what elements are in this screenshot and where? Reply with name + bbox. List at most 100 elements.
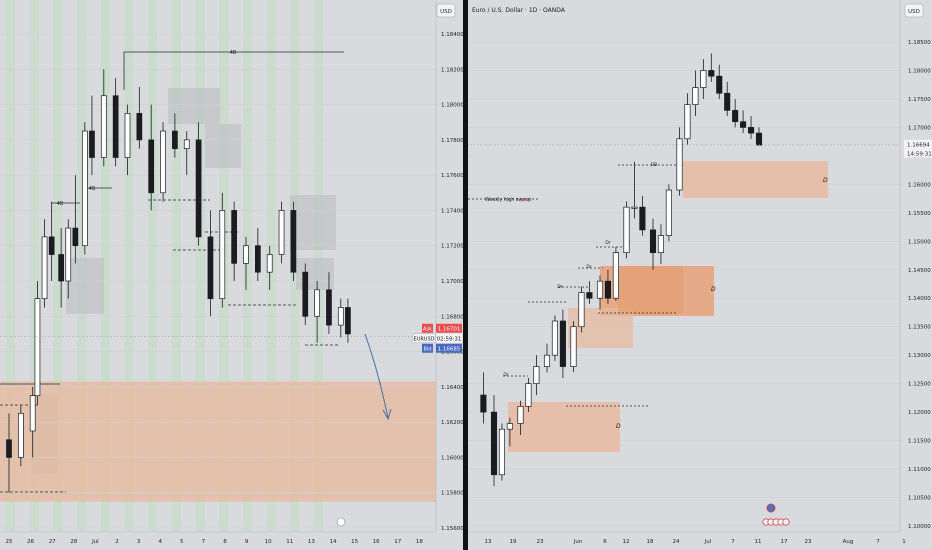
candle-body[interactable]	[639, 206, 646, 231]
candle-body[interactable]	[543, 354, 551, 367]
candle-body[interactable]	[337, 307, 344, 326]
candle-body[interactable]	[498, 428, 506, 476]
candle-body[interactable]	[183, 139, 190, 150]
candle-body[interactable]	[604, 280, 612, 299]
candle-body[interactable]	[207, 236, 214, 299]
candle-body[interactable]	[480, 394, 487, 413]
candle-body[interactable]	[278, 210, 285, 255]
gray-zone-box	[290, 195, 336, 250]
level-mark-label: Dr	[503, 372, 508, 378]
candle-body[interactable]	[58, 254, 64, 282]
candle-body[interactable]	[6, 439, 12, 458]
candle-body[interactable]	[41, 236, 48, 299]
x-tick-label: 6	[603, 539, 607, 545]
candle-body[interactable]	[302, 271, 309, 317]
y-tick-label: 1.17200	[441, 244, 464, 250]
candle-body[interactable]	[81, 130, 88, 247]
gray-zone-box	[66, 258, 104, 314]
price-axis[interactable]	[436, 0, 464, 550]
candle-body[interactable]	[290, 210, 297, 273]
candle-body[interactable]	[112, 95, 119, 158]
countdown-tag	[436, 333, 462, 343]
price-tag	[904, 139, 932, 149]
candle-body[interactable]	[716, 75, 723, 94]
candle-body[interactable]	[578, 292, 585, 328]
candle-body[interactable]	[631, 206, 638, 209]
left-chart[interactable]: 4B 4B 4B USD 1.18400 1.18200 1.18000 1.17800 1.1…	[0, 0, 464, 550]
candle-body[interactable]	[100, 95, 107, 158]
candle-body[interactable]	[18, 412, 24, 458]
candle-body[interactable]	[136, 113, 143, 141]
price-axis[interactable]	[900, 0, 932, 550]
candle-body[interactable]	[517, 406, 524, 424]
candle-body[interactable]	[326, 289, 332, 326]
time-axis[interactable]	[0, 532, 464, 550]
candle-body[interactable]	[219, 210, 226, 299]
candle-body[interactable]	[724, 92, 731, 111]
currency-label: USD	[440, 9, 452, 15]
x-tick-label: 26	[27, 539, 34, 545]
candle-body[interactable]	[506, 423, 513, 430]
x-tick-label: 7	[202, 539, 206, 545]
x-tick-label: Jul	[91, 539, 99, 545]
event-marker-icon[interactable]	[336, 517, 346, 527]
level-mark-label: 4B	[230, 50, 237, 56]
candle-body[interactable]	[748, 127, 755, 134]
candle-body[interactable]	[34, 298, 41, 397]
candle-body[interactable]	[649, 229, 657, 254]
candle-body[interactable]	[755, 132, 763, 146]
candle-body[interactable]	[255, 245, 261, 273]
candle-body[interactable]	[559, 320, 566, 367]
candle-body[interactable]	[657, 235, 665, 254]
time-axis[interactable]	[468, 532, 932, 550]
candle-body[interactable]	[525, 383, 532, 407]
candle-body[interactable]	[684, 104, 691, 140]
currency-badge[interactable]	[436, 3, 456, 18]
currency-badge[interactable]	[904, 3, 924, 18]
bid-price: 1.16685	[438, 346, 461, 352]
candle-body[interactable]	[72, 227, 79, 247]
event-marker-icon[interactable]	[766, 503, 776, 513]
candle-body[interactable]	[676, 138, 683, 191]
x-tick-label: 24	[673, 539, 680, 545]
economic-event-icon[interactable]	[782, 518, 790, 526]
candle-body[interactable]	[345, 307, 351, 335]
zone-label: D	[616, 423, 621, 430]
candle-body[interactable]	[89, 130, 95, 158]
candle-body[interactable]	[266, 254, 273, 273]
right-chart[interactable]: D D D DB Dr Dr Dr Dr Weekly high sweep× Euro / U.…	[468, 0, 932, 550]
currency-label: USD	[908, 9, 920, 15]
candle-body[interactable]	[124, 113, 131, 158]
panel-divider[interactable]	[463, 0, 468, 550]
candle-body[interactable]	[551, 320, 559, 356]
level-mark-label: DB	[651, 162, 658, 168]
candle-body[interactable]	[65, 227, 72, 282]
candle-body[interactable]	[314, 289, 320, 317]
gray-zone-box	[205, 124, 241, 168]
candle-body[interactable]	[490, 411, 498, 476]
candle-body[interactable]	[148, 139, 155, 194]
candle-body[interactable]	[740, 121, 747, 128]
y-tick-label: 1.11500	[908, 439, 931, 445]
candle-body[interactable]	[692, 87, 699, 105]
candle-body[interactable]	[586, 292, 593, 299]
candle-body[interactable]	[596, 280, 604, 299]
candle-body[interactable]	[732, 109, 739, 123]
candle-body[interactable]	[623, 206, 630, 254]
candle-body[interactable]	[612, 252, 619, 299]
candle-body[interactable]	[160, 130, 166, 194]
x-tick-label: 25	[6, 539, 13, 545]
candle-body[interactable]	[172, 130, 178, 150]
candle-body[interactable]	[533, 366, 540, 384]
candle-body[interactable]	[570, 326, 577, 367]
candle-body[interactable]	[243, 245, 249, 264]
candle-body[interactable]	[29, 395, 36, 432]
candle-body[interactable]	[231, 210, 237, 264]
y-tick-label: 1.15000	[908, 239, 931, 245]
candle-body[interactable]	[48, 236, 55, 255]
candle-body[interactable]	[665, 189, 672, 236]
candle-body[interactable]	[700, 70, 707, 88]
y-tick-label: 1.18200	[441, 67, 464, 73]
candle-body[interactable]	[708, 70, 715, 77]
candle-body[interactable]	[195, 139, 202, 238]
